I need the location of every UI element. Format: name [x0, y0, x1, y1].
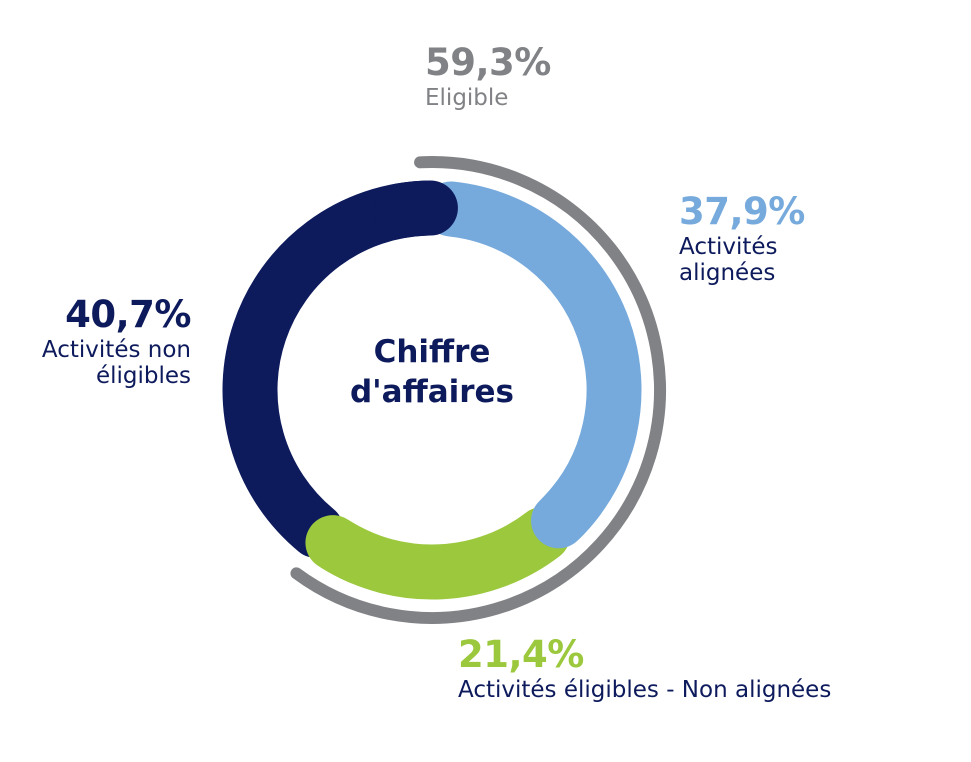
chart-center-title: Chiffre d'affaires: [332, 332, 532, 413]
slice-non-eligible-cap: [372, 180, 458, 239]
eligible-non-aligned-text: Activités éligibles - Non alignées: [458, 676, 832, 703]
label-eligible-non-aligned: 21,4% Activités éligibles - Non alignées: [458, 633, 832, 703]
center-title-line2: d'affaires: [349, 374, 515, 411]
eligible-percent: 59,3%: [425, 41, 551, 84]
eligible-non-aligned-percent: 21,4%: [458, 633, 584, 676]
eligible-text: Eligible: [425, 84, 509, 111]
non-eligible-text-line1: Activités non: [41, 336, 191, 363]
label-non-eligible: 40,7% Activités non éligibles: [41, 293, 192, 389]
slice-non-eligible: [222, 180, 454, 558]
aligned-percent: 37,9%: [679, 190, 805, 233]
slice-aligned: [423, 181, 642, 545]
slice-eligible-non-aligned-cap: [305, 515, 387, 585]
slice-aligned-cap: [531, 470, 606, 549]
aligned-text-line2: alignées: [679, 259, 776, 286]
non-eligible-text-line2: éligibles: [95, 362, 191, 389]
center-title-line1: Chiffre: [373, 334, 491, 370]
non-eligible-percent: 40,7%: [65, 293, 191, 336]
label-eligible: 59,3% Eligible: [425, 41, 551, 111]
eligible-group-arc: [290, 156, 666, 624]
label-aligned: 37,9% Activités alignées: [679, 190, 805, 286]
aligned-text-line1: Activités: [679, 233, 778, 260]
